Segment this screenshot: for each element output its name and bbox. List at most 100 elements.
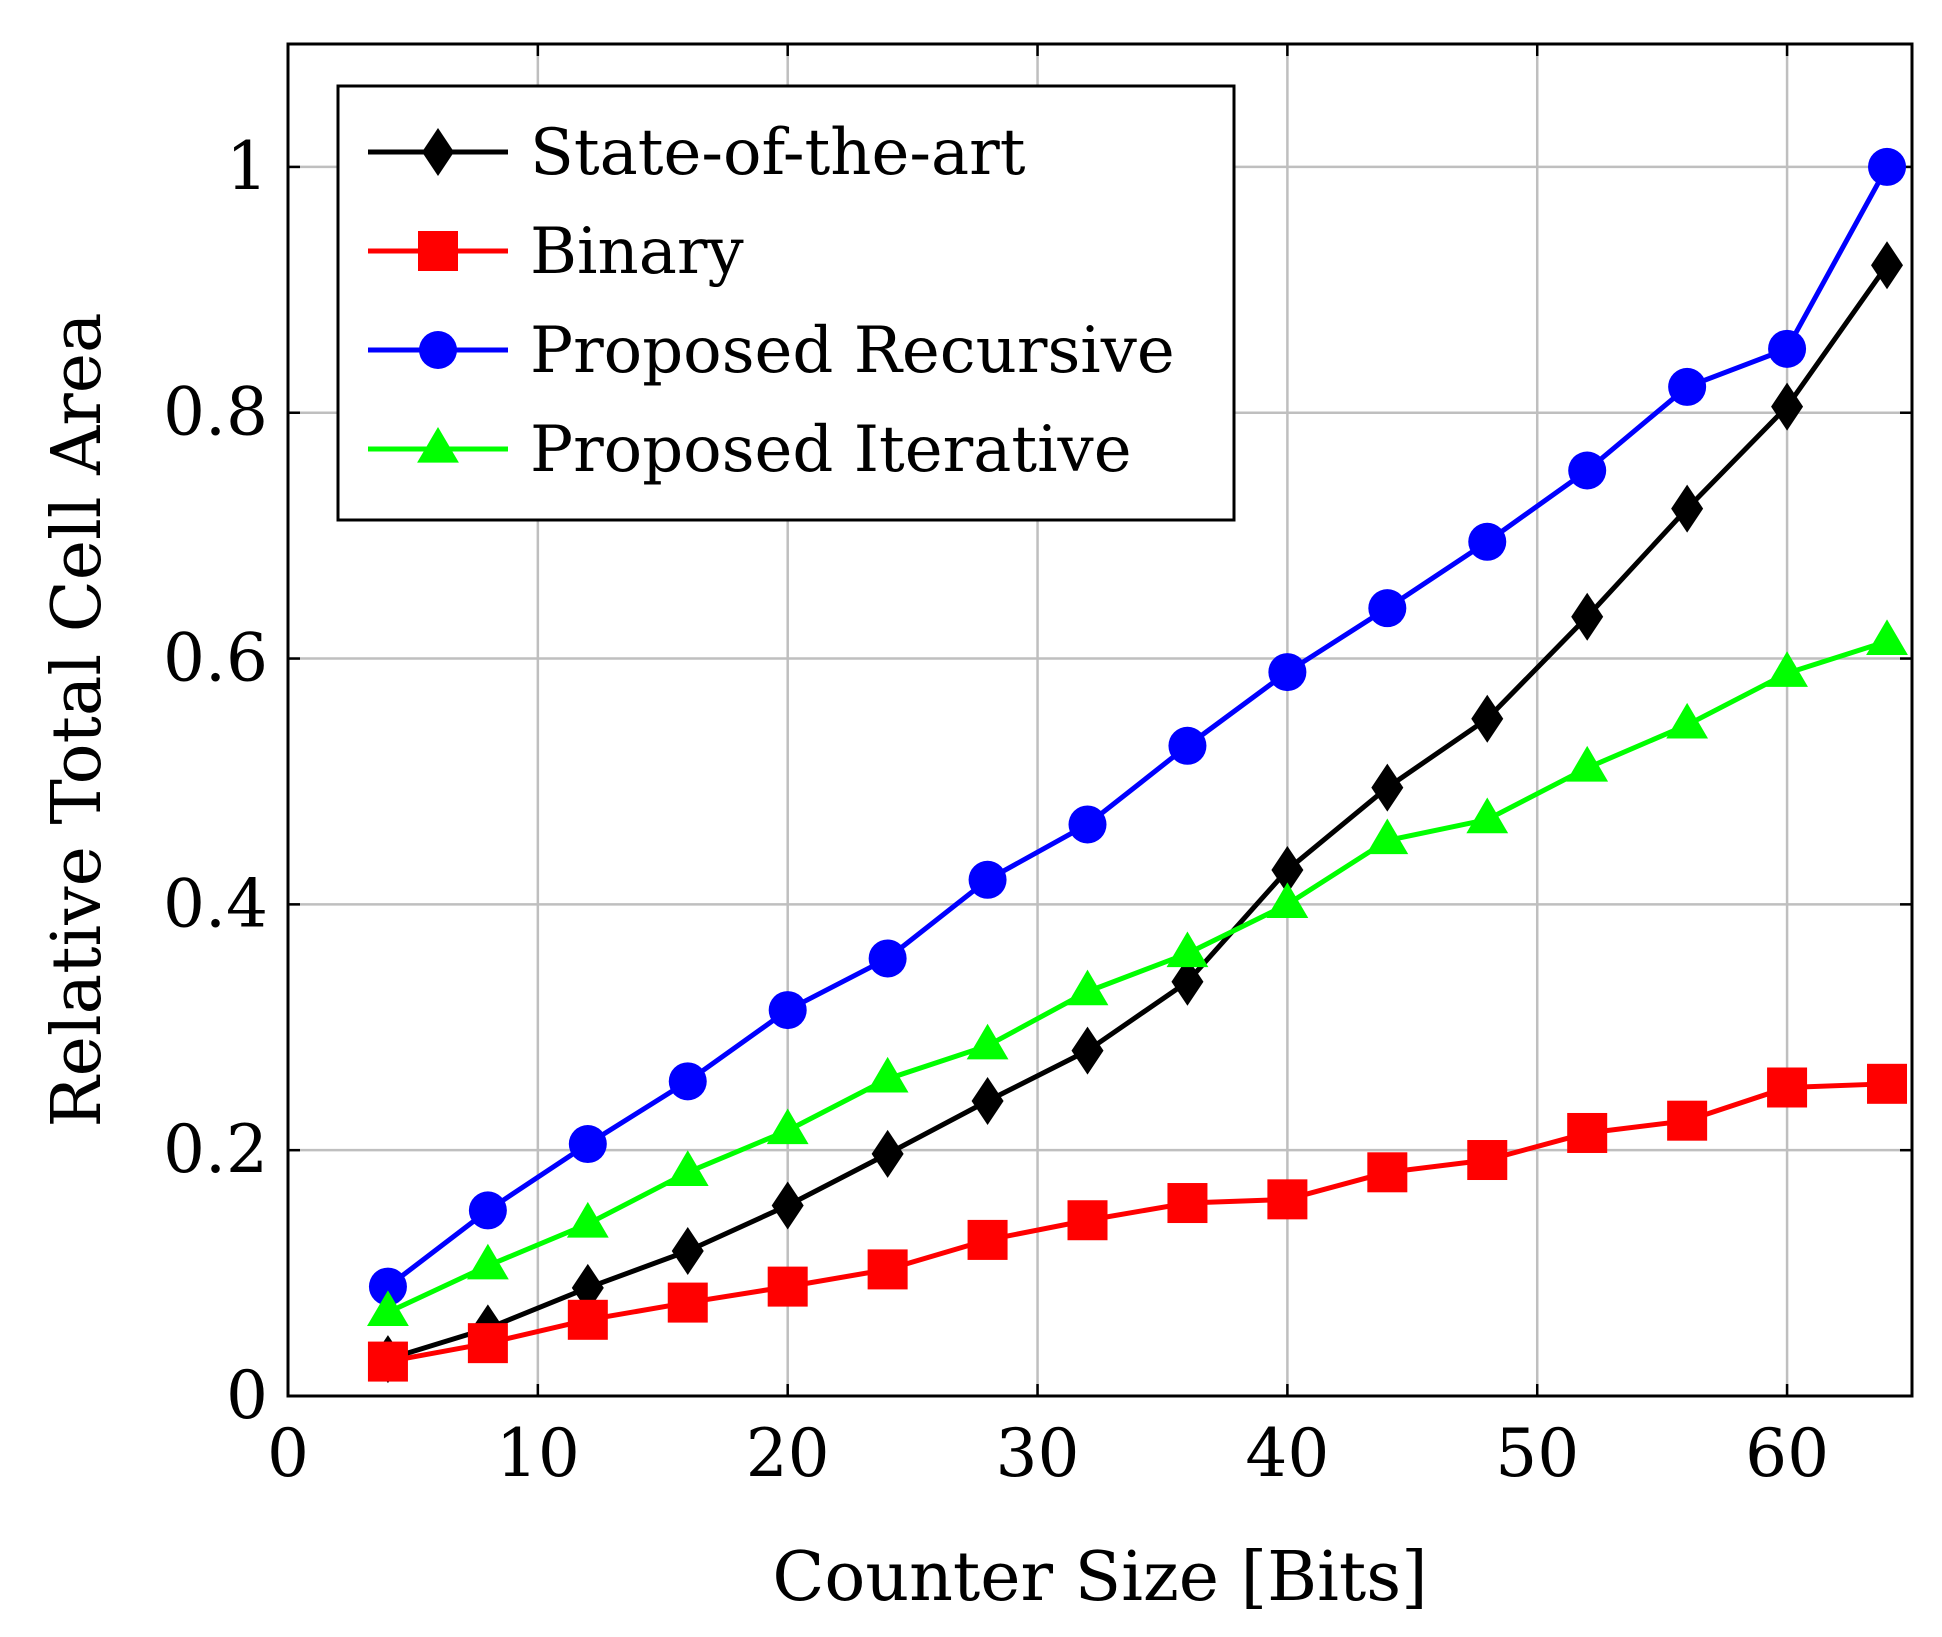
data-point-proposed-iterative: [1566, 745, 1609, 782]
data-point-proposed-recursive: [1268, 653, 1307, 692]
data-point-binary: [667, 1282, 708, 1323]
data-point-proposed-recursive: [368, 1267, 407, 1306]
data-point-proposed-recursive: [868, 939, 907, 978]
data-point-binary: [867, 1249, 908, 1290]
data-point-proposed-recursive: [1768, 329, 1807, 368]
data-point-proposed-recursive: [1168, 726, 1207, 765]
x-tick-label: 0: [267, 1415, 309, 1492]
data-point-state-of-the-art: [1671, 484, 1704, 533]
data-point-state-of-the-art: [1371, 763, 1404, 812]
data-point-state-of-the-art: [1071, 1026, 1104, 1075]
data-point-state-of-the-art: [1571, 592, 1604, 641]
y-tick-label: 0.8: [163, 374, 268, 451]
x-tick-label: 30: [996, 1415, 1080, 1492]
x-tick-label: 20: [746, 1415, 830, 1492]
data-point-binary: [467, 1323, 508, 1364]
data-point-binary: [1267, 1179, 1308, 1220]
y-tick-label: 0.2: [163, 1111, 268, 1188]
data-point-state-of-the-art: [1271, 845, 1304, 894]
series-line-proposed-recursive: [386, 165, 1890, 1289]
data-point-proposed-iterative: [1666, 702, 1709, 739]
data-point-proposed-iterative: [1266, 882, 1309, 919]
x-tick-label: 60: [1745, 1415, 1829, 1492]
data-point-binary: [767, 1266, 808, 1307]
data-point-proposed-recursive: [1068, 805, 1107, 844]
data-point-binary: [1667, 1100, 1708, 1141]
data-point-binary: [1367, 1152, 1408, 1193]
x-tick-label: 40: [1245, 1415, 1329, 1492]
data-point-state-of-the-art: [1771, 382, 1804, 431]
series-proposed-recursive: [368, 147, 1907, 1306]
data-point-proposed-iterative: [1166, 931, 1209, 968]
data-point-state-of-the-art: [871, 1129, 904, 1178]
data-point-proposed-recursive: [768, 991, 807, 1030]
legend-label-proposed-recursive: Proposed Recursive: [530, 314, 1175, 388]
series-line-state-of-the-art: [387, 263, 1890, 1362]
plot-frame: [286, 42, 1914, 1398]
data-point-proposed-recursive: [1468, 522, 1507, 561]
y-tick-label: 0: [226, 1357, 268, 1434]
data-point-binary: [1567, 1112, 1608, 1153]
legend-marker-state-of-the-art: [422, 128, 454, 176]
x-tick-label: 10: [496, 1415, 580, 1492]
series-proposed-iterative: [367, 619, 1908, 1327]
data-point-proposed-recursive: [1868, 147, 1907, 186]
y-tick-label: 0.4: [163, 865, 268, 942]
data-point-proposed-recursive: [968, 860, 1007, 899]
data-point-binary: [1067, 1200, 1108, 1241]
data-point-proposed-iterative: [1066, 969, 1109, 1006]
data-point-state-of-the-art: [1171, 957, 1204, 1006]
data-point-proposed-iterative: [966, 1023, 1009, 1060]
data-point-binary: [367, 1341, 408, 1382]
legend-marker-proposed-recursive: [419, 331, 457, 369]
data-point-proposed-iterative: [1766, 651, 1808, 687]
data-point-proposed-recursive: [668, 1062, 707, 1101]
legend-marker-binary: [418, 231, 458, 271]
data-point-state-of-the-art: [671, 1226, 704, 1275]
legend-marker-proposed-iterative: [417, 427, 459, 463]
x-tick-label: 50: [1495, 1415, 1579, 1492]
legend-label-state-of-the-art: State-of-the-art: [530, 116, 1026, 190]
data-point-proposed-iterative: [367, 1290, 409, 1327]
data-point-binary: [1467, 1140, 1508, 1181]
legend-label-proposed-iterative: Proposed Iterative: [530, 413, 1132, 487]
series-binary: [367, 1063, 1908, 1382]
data-point-binary: [1167, 1183, 1208, 1224]
data-point-proposed-iterative: [1366, 818, 1409, 855]
x-axis-label: Counter Size [Bits]: [772, 1538, 1427, 1617]
data-point-proposed-iterative: [566, 1201, 609, 1238]
data-point-proposed-recursive: [1668, 367, 1707, 406]
legend: State-of-the-art Binary Proposed Recursive…: [336, 84, 1236, 522]
y-tick-label: 0.6: [163, 620, 268, 697]
data-point-binary: [1767, 1067, 1808, 1108]
data-point-proposed-recursive: [1368, 589, 1407, 628]
data-point-binary: [567, 1299, 608, 1340]
legend-item-proposed-recursive: Proposed Recursive: [368, 314, 1175, 388]
data-point-state-of-the-art: [1471, 694, 1504, 743]
data-point-binary: [967, 1219, 1008, 1260]
legend-label-binary: Binary: [530, 215, 744, 289]
data-point-proposed-recursive: [1568, 451, 1607, 490]
data-point-proposed-iterative: [1866, 619, 1908, 655]
data-point-state-of-the-art: [971, 1077, 1004, 1126]
data-point-binary: [1867, 1063, 1908, 1104]
data-point-proposed-iterative: [766, 1108, 809, 1145]
series-line-binary: [387, 1081, 1888, 1365]
data-point-proposed-iterative: [1466, 797, 1509, 834]
legend-item-binary: Binary: [368, 215, 744, 289]
y-tick-label: 1: [226, 128, 268, 205]
y-axis-label: Relative Total Cell Area: [38, 312, 117, 1127]
data-point-proposed-recursive: [568, 1125, 607, 1164]
data-point-proposed-iterative: [666, 1150, 709, 1186]
legend-item-proposed-iterative: Proposed Iterative: [368, 413, 1132, 487]
tick-labels: 0 10 20 30 40 50 60 0 0.2 0.4 0.6 0.8 1: [163, 128, 1829, 1492]
data-point-proposed-recursive: [468, 1191, 507, 1230]
data-point-state-of-the-art: [771, 1181, 804, 1230]
data-point-proposed-iterative: [466, 1243, 509, 1280]
data-point-state-of-the-art: [1871, 241, 1904, 290]
series-group: [367, 147, 1908, 1384]
legend-item-state-of-the-art: State-of-the-art: [368, 116, 1026, 190]
series-line-proposed-iterative: [386, 638, 1888, 1315]
